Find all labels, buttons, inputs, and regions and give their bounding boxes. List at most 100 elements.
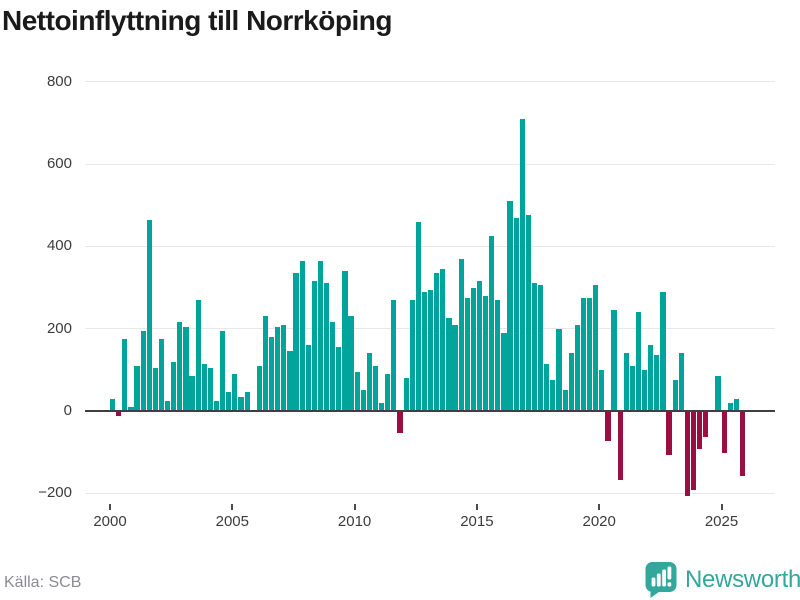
bar: [165, 400, 171, 411]
bar: [642, 369, 648, 411]
bar: [538, 285, 544, 411]
bar: [525, 215, 531, 411]
bar: [183, 326, 189, 411]
bar: [495, 299, 501, 411]
bar: [134, 365, 140, 411]
bar: [256, 365, 262, 411]
bar: [556, 328, 562, 411]
x-axis-tick-label: 2015: [460, 513, 494, 530]
bar: [195, 299, 201, 411]
x-axis-tick: [231, 504, 234, 510]
bar: [678, 353, 684, 411]
newsworthy-wordmark: Newsworthy: [685, 566, 800, 593]
bar: [660, 291, 666, 411]
x-axis-tick: [109, 504, 111, 510]
bar: [128, 406, 134, 411]
bar: [220, 330, 226, 411]
bar: [586, 297, 593, 411]
bar: [550, 380, 556, 411]
bar: [336, 347, 342, 411]
bar: [311, 281, 317, 411]
bar: [391, 299, 397, 411]
bar: [580, 297, 587, 411]
bar: [507, 201, 513, 411]
newsworthy-logo: Newsworthy: [644, 560, 800, 600]
bar: [733, 398, 739, 411]
bar: [452, 324, 458, 411]
bar: [201, 363, 207, 411]
x-axis-tick: [475, 504, 478, 510]
bar: [617, 412, 623, 480]
bar: [727, 402, 733, 411]
bar: [268, 336, 275, 411]
bar: [599, 369, 605, 411]
bar: [574, 324, 580, 411]
bar: [232, 373, 238, 411]
bar: [385, 373, 391, 411]
x-axis-tick-label: 2020: [582, 513, 616, 530]
bar: [317, 260, 324, 411]
bar: [446, 318, 452, 411]
bar: [360, 390, 366, 411]
bar: [476, 281, 483, 411]
bar: [281, 324, 287, 411]
bar: [177, 322, 183, 411]
bar: [654, 355, 660, 411]
bar: [354, 371, 360, 411]
x-axis-tick: [598, 504, 601, 510]
grid-line: [85, 163, 775, 165]
bar: [238, 396, 244, 411]
bar: [342, 271, 348, 411]
bar: [629, 365, 635, 411]
bar: [697, 412, 703, 450]
bar: [152, 367, 158, 411]
bar: [140, 330, 146, 411]
bar: [623, 353, 629, 411]
bar: [305, 345, 311, 411]
bar: [348, 316, 354, 411]
bar: [715, 376, 721, 411]
bar: [207, 367, 214, 411]
bar: [415, 221, 421, 411]
grid-line: [85, 245, 775, 247]
bar: [324, 283, 330, 411]
bar: [672, 380, 678, 411]
x-axis-tick-label: 2025: [704, 513, 739, 530]
bar: [427, 289, 434, 411]
bar: [684, 412, 690, 497]
x-axis-tick: [353, 504, 356, 510]
grid-line: [85, 81, 775, 83]
bar: [544, 363, 550, 411]
bar: [666, 412, 672, 456]
bar: [158, 338, 165, 411]
bar: [648, 345, 654, 411]
bar: [244, 392, 250, 411]
bar: [531, 283, 538, 411]
bar: [421, 291, 428, 411]
y-axis-tick-label: 400: [46, 237, 72, 255]
bar: [293, 273, 299, 411]
y-axis-tick-label: 200: [46, 319, 72, 337]
bar: [635, 312, 642, 411]
bar: [262, 316, 269, 411]
bar: [287, 351, 293, 411]
bar: [703, 412, 709, 437]
bar: [721, 412, 727, 454]
bar: [470, 287, 476, 411]
bar: [501, 332, 507, 411]
bar: [403, 378, 409, 411]
bar: [458, 258, 464, 411]
source-caption: Källa: SCB: [4, 574, 82, 591]
bar: [397, 412, 403, 433]
y-axis-tick-label: 800: [46, 72, 72, 90]
bar: [605, 412, 611, 441]
y-axis-tick-label: 600: [46, 155, 72, 172]
bar: [171, 361, 177, 411]
bar: [519, 118, 525, 411]
y-axis-tick-label: 0: [63, 402, 72, 419]
bar: [330, 322, 336, 411]
bar: [146, 219, 152, 411]
x-axis-tick-label: 2000: [93, 513, 127, 530]
newsworthy-bubble-icon: [645, 562, 677, 598]
bar: [690, 412, 697, 491]
